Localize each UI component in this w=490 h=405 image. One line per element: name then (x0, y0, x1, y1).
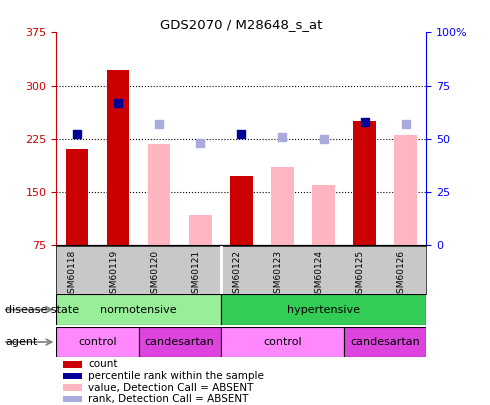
Bar (148, 144, 171, 245)
Title: GDS2070 / M28648_s_at: GDS2070 / M28648_s_at (160, 18, 322, 31)
Bar (63, 373, 82, 379)
Point (361, 118, 368, 125)
Text: candesartan: candesartan (145, 337, 215, 347)
Text: GSM60122: GSM60122 (232, 249, 242, 298)
Point (196, 140, 204, 146)
Text: GSM60124: GSM60124 (315, 249, 323, 298)
Bar (107, 70, 129, 245)
Text: agent: agent (5, 337, 37, 347)
Text: GSM60126: GSM60126 (397, 249, 406, 299)
Bar (221, 294, 426, 325)
Bar (66, 149, 88, 245)
Bar (189, 215, 212, 245)
Text: GSM60125: GSM60125 (356, 249, 365, 299)
Bar (353, 121, 376, 245)
Text: normotensive: normotensive (100, 305, 177, 315)
Bar (230, 176, 253, 245)
Text: GSM60121: GSM60121 (191, 249, 200, 299)
Bar (344, 327, 426, 357)
Text: control: control (78, 337, 117, 347)
Text: candesartan: candesartan (350, 337, 420, 347)
Point (238, 131, 245, 138)
Point (114, 99, 122, 106)
Point (319, 136, 327, 142)
Bar (221, 327, 344, 357)
Bar (63, 384, 82, 391)
Bar (56, 294, 221, 325)
Text: percentile rank within the sample: percentile rank within the sample (88, 371, 264, 381)
Text: rank, Detection Call = ABSENT: rank, Detection Call = ABSENT (88, 394, 248, 404)
Point (278, 133, 286, 140)
Point (73, 131, 81, 138)
Bar (271, 167, 294, 245)
Text: GSM60120: GSM60120 (150, 249, 159, 299)
Text: control: control (263, 337, 302, 347)
Text: value, Detection Call = ABSENT: value, Detection Call = ABSENT (88, 383, 253, 392)
Text: GSM60118: GSM60118 (68, 249, 77, 299)
Bar (63, 361, 82, 367)
Bar (394, 135, 417, 245)
Bar (312, 185, 335, 245)
Point (402, 121, 410, 127)
Text: GSM60123: GSM60123 (273, 249, 282, 299)
Bar (63, 396, 82, 403)
Bar (56, 327, 139, 357)
Bar (139, 327, 221, 357)
Point (155, 121, 163, 127)
Text: hypertensive: hypertensive (287, 305, 360, 315)
Text: GSM60119: GSM60119 (109, 249, 118, 299)
Text: disease state: disease state (5, 305, 79, 315)
Text: count: count (88, 359, 118, 369)
